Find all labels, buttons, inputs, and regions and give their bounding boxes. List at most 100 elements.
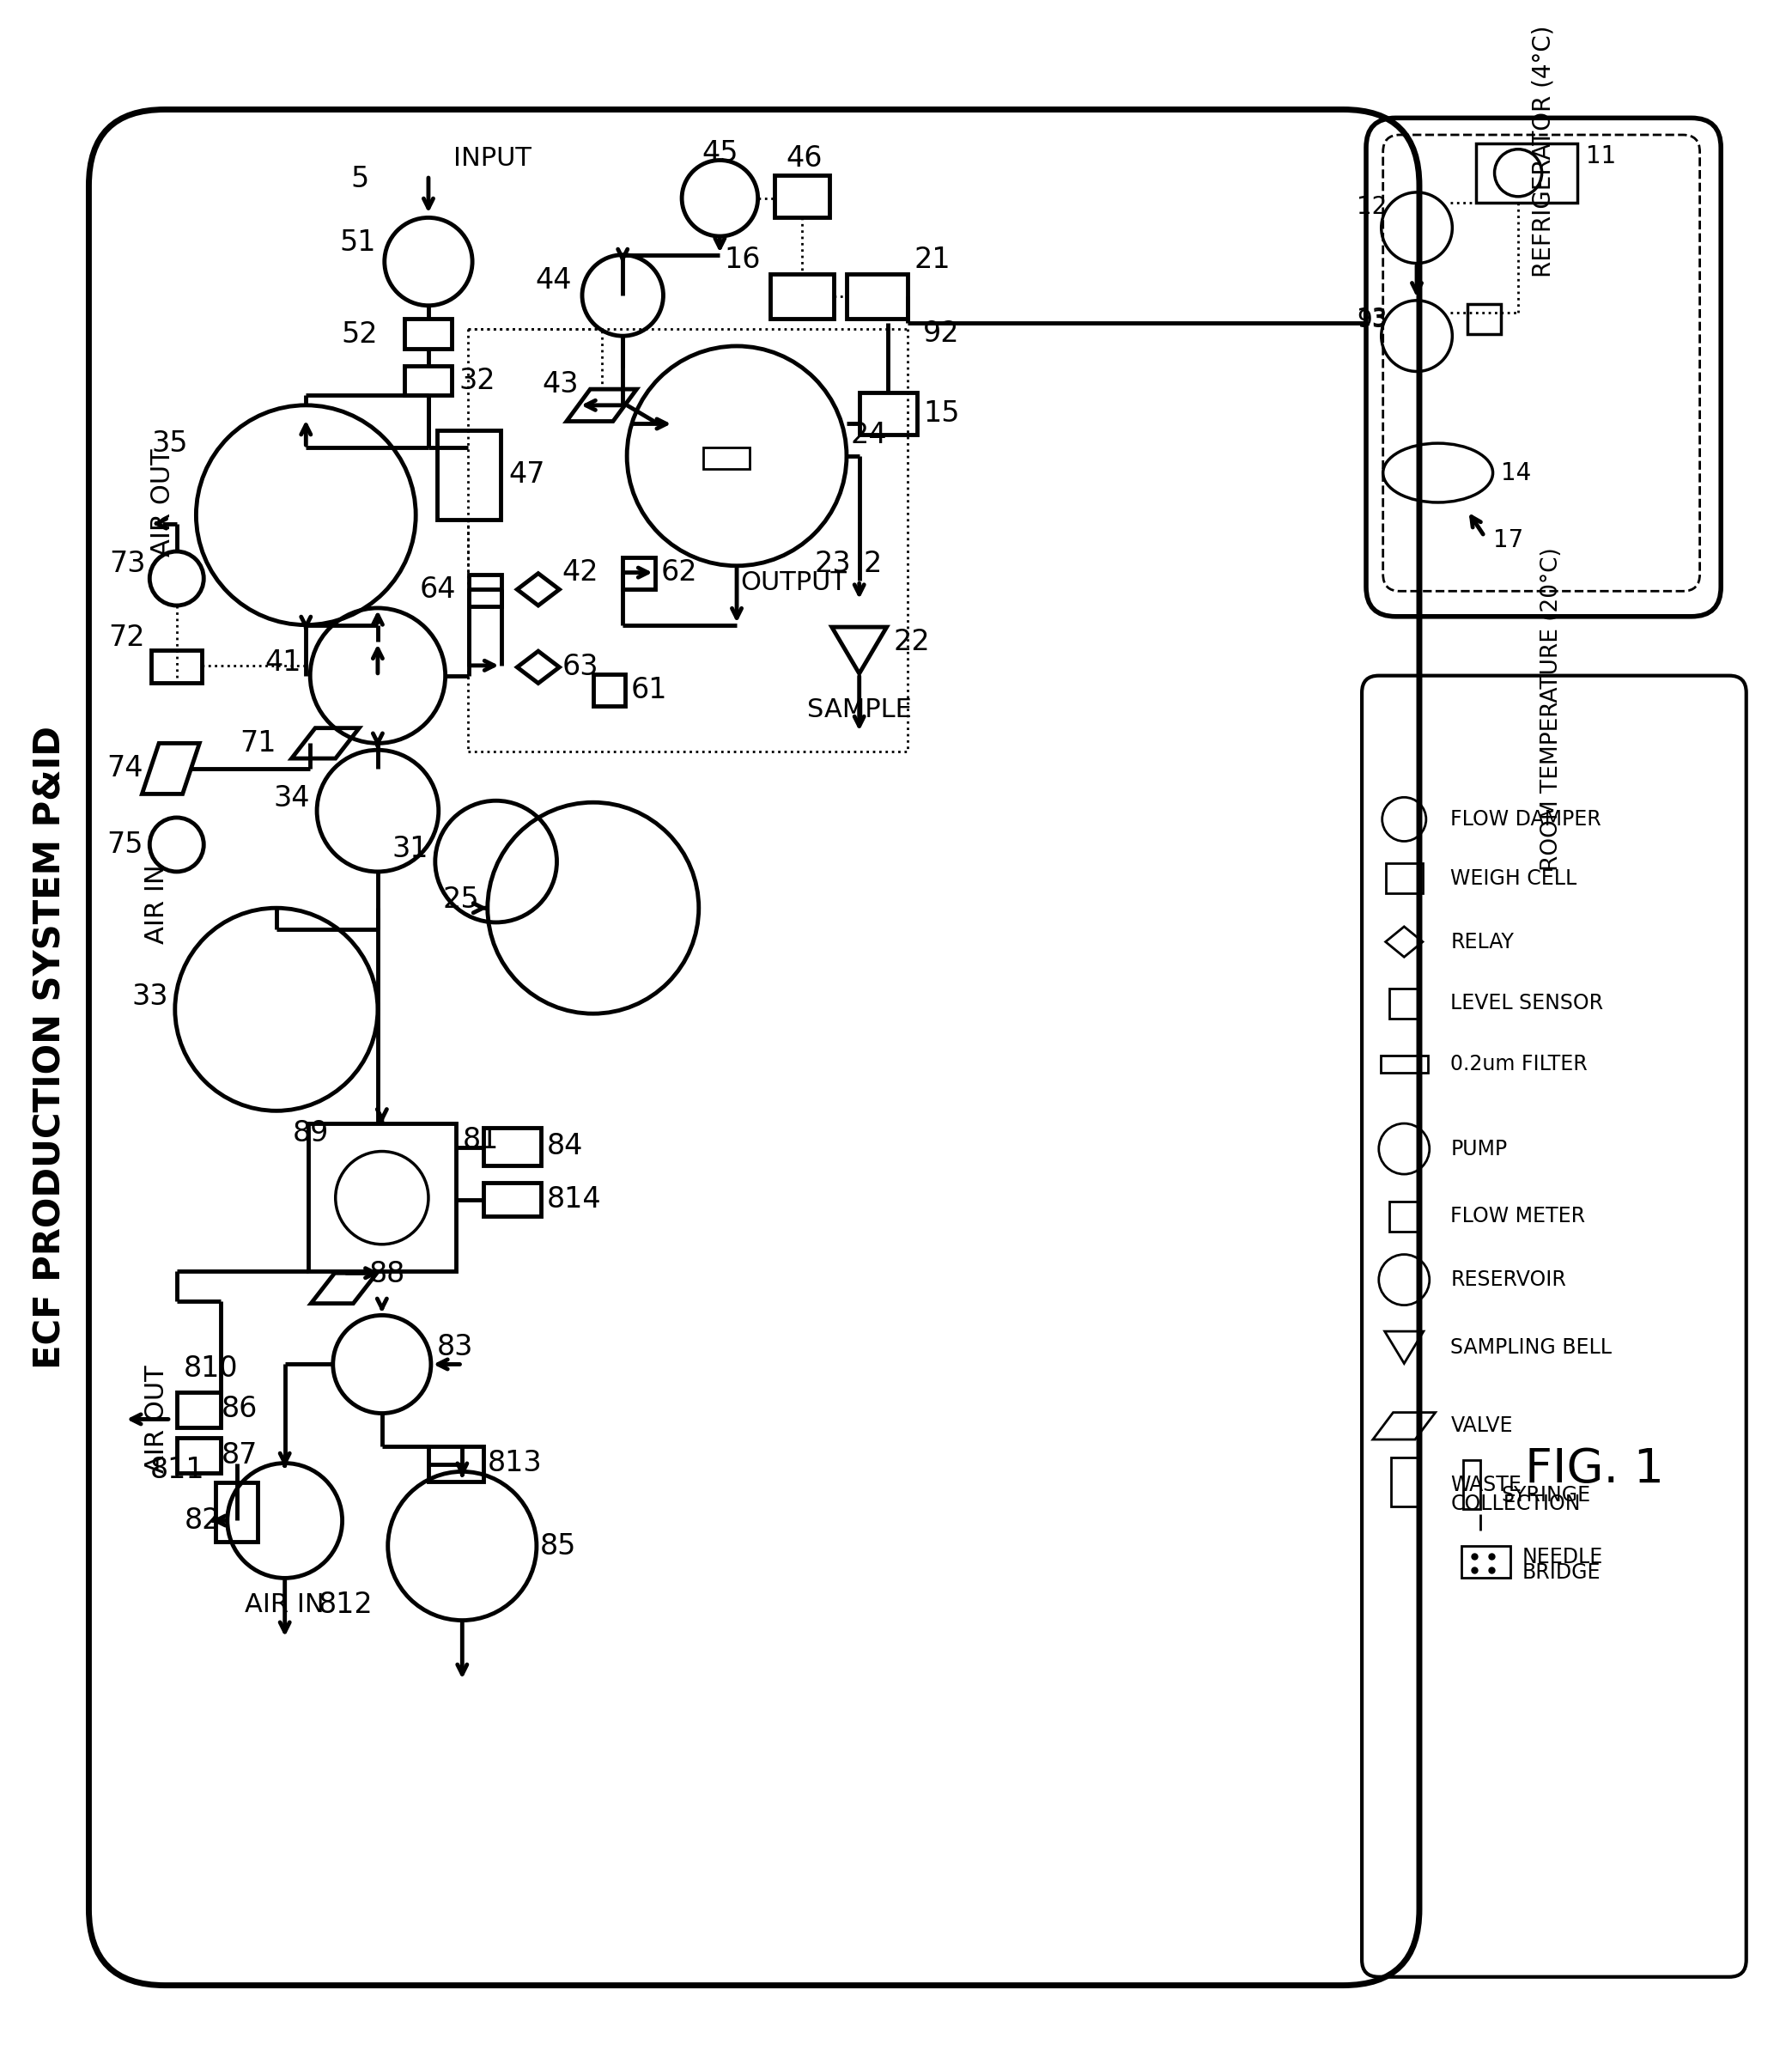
Text: 25: 25	[443, 886, 478, 914]
Bar	[771, 275, 833, 319]
Bar	[1380, 1055, 1428, 1072]
Text: 62: 62	[661, 559, 697, 588]
Bar	[1464, 1461, 1480, 1508]
Text: 87: 87	[222, 1442, 258, 1469]
Text: 46: 46	[787, 145, 823, 172]
Text: 52: 52	[340, 321, 378, 348]
Text: 88: 88	[369, 1260, 405, 1289]
Text: 86: 86	[222, 1395, 258, 1423]
Text: 811: 811	[151, 1457, 204, 1483]
Text: BRIDGE: BRIDGE	[1523, 1562, 1600, 1583]
Text: 93: 93	[1357, 308, 1387, 333]
Text: WEIGH CELL: WEIGH CELL	[1450, 869, 1577, 890]
Bar	[1389, 989, 1419, 1018]
Text: 812: 812	[319, 1591, 373, 1620]
Text: AIR IN: AIR IN	[143, 865, 168, 943]
Text: 74: 74	[106, 755, 143, 782]
Text: 42: 42	[563, 559, 599, 588]
Text: 64: 64	[419, 575, 457, 604]
Text: 810: 810	[183, 1355, 238, 1382]
Text: 75: 75	[106, 830, 143, 859]
Text: 814: 814	[547, 1186, 602, 1215]
Text: AIR OUT: AIR OUT	[151, 449, 176, 557]
Bar	[1385, 863, 1423, 894]
Text: 0.2um FILTER: 0.2um FILTER	[1450, 1053, 1588, 1074]
Bar	[1477, 143, 1577, 203]
Text: FLOW METER: FLOW METER	[1450, 1206, 1586, 1227]
Text: RESERVOIR: RESERVOIR	[1450, 1270, 1566, 1291]
Text: 21: 21	[914, 246, 952, 273]
Text: 5: 5	[351, 166, 369, 192]
Text: 45: 45	[702, 139, 738, 168]
Text: 23: 23	[814, 550, 851, 577]
Bar	[1389, 1202, 1419, 1231]
Text: 33: 33	[133, 983, 168, 1012]
Text: AIR IN: AIR IN	[246, 1593, 324, 1618]
Bar	[177, 1438, 220, 1473]
Bar	[1468, 304, 1502, 335]
Bar	[593, 674, 625, 706]
Text: 63: 63	[563, 654, 599, 681]
Text: FIG. 1: FIG. 1	[1525, 1446, 1663, 1494]
Text: 12: 12	[1357, 194, 1387, 219]
Text: SYRINGE: SYRINGE	[1502, 1486, 1591, 1506]
Text: 85: 85	[539, 1531, 577, 1560]
Text: 81: 81	[462, 1126, 498, 1155]
Bar	[437, 430, 500, 519]
Text: PUMP: PUMP	[1450, 1138, 1507, 1159]
Bar	[177, 1392, 220, 1428]
Text: LEVEL SENSOR: LEVEL SENSOR	[1450, 993, 1604, 1014]
Text: 92: 92	[923, 319, 959, 348]
Text: 22: 22	[892, 627, 930, 656]
Text: 41: 41	[265, 650, 301, 677]
Text: OUTPUT: OUTPUT	[740, 571, 846, 596]
Bar	[622, 557, 654, 590]
Text: WASTE: WASTE	[1450, 1475, 1521, 1496]
Text: SAMPLE: SAMPLE	[806, 697, 912, 722]
Text: 61: 61	[631, 677, 668, 703]
Text: 11: 11	[1586, 145, 1616, 168]
Bar	[151, 650, 202, 683]
Bar	[702, 447, 749, 468]
Text: 51: 51	[339, 230, 376, 257]
Bar	[308, 1123, 457, 1270]
Text: RELAY: RELAY	[1450, 931, 1514, 952]
Bar	[405, 319, 452, 350]
Text: 17: 17	[1493, 528, 1523, 552]
Text: 71: 71	[240, 728, 276, 757]
Bar	[858, 393, 918, 434]
Text: 44: 44	[536, 267, 572, 294]
Text: 83: 83	[437, 1332, 473, 1361]
Text: 15: 15	[923, 399, 961, 428]
Text: 43: 43	[543, 370, 579, 399]
Text: 82: 82	[185, 1506, 220, 1535]
Bar	[484, 1128, 541, 1165]
Bar	[215, 1483, 258, 1541]
Text: 89: 89	[292, 1119, 328, 1148]
Bar	[470, 575, 502, 606]
Text: 32: 32	[459, 366, 495, 395]
Bar	[405, 366, 452, 395]
Bar	[428, 1446, 484, 1481]
Text: SAMPLING BELL: SAMPLING BELL	[1450, 1337, 1613, 1357]
Text: 73: 73	[109, 550, 145, 577]
Text: 16: 16	[724, 246, 760, 273]
Text: 13: 13	[1357, 306, 1387, 331]
Text: 35: 35	[151, 428, 188, 457]
Text: 34: 34	[274, 784, 310, 813]
Text: 47: 47	[509, 461, 545, 488]
Text: 2: 2	[864, 550, 882, 577]
Text: VALVE: VALVE	[1450, 1415, 1512, 1436]
Text: FLOW DAMPER: FLOW DAMPER	[1450, 809, 1602, 830]
Text: ROOM TEMPERATURE (20°C): ROOM TEMPERATURE (20°C)	[1541, 548, 1563, 871]
Text: REFRIGERATOR (4°C): REFRIGERATOR (4°C)	[1532, 25, 1555, 277]
Text: INPUT: INPUT	[453, 147, 532, 172]
Text: 72: 72	[109, 623, 145, 652]
Text: 14: 14	[1502, 461, 1532, 484]
Text: 813: 813	[487, 1448, 543, 1477]
Text: AIR OUT: AIR OUT	[143, 1366, 168, 1473]
Text: NEEDLE: NEEDLE	[1523, 1548, 1604, 1566]
Text: COLLECTION: COLLECTION	[1450, 1494, 1581, 1515]
Text: 24: 24	[851, 420, 887, 449]
Bar	[1462, 1546, 1511, 1579]
